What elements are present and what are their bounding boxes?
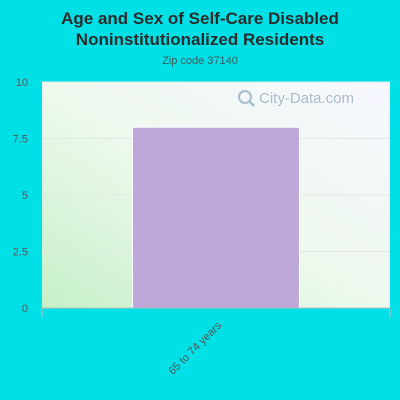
watermark-text: City-Data.com xyxy=(259,90,354,107)
search-icon xyxy=(238,90,255,107)
watermark: City-Data.com xyxy=(238,90,354,107)
y-tick-label: 7.5 xyxy=(13,134,28,146)
chart-subtitle: Zip code 37140 xyxy=(162,55,238,67)
chart-title: Age and Sex of Self-Care Disabled Nonins… xyxy=(61,9,339,49)
y-tick-label: 5 xyxy=(22,190,28,202)
x-tick-label: 65 to 74 years xyxy=(166,319,224,377)
bar[interactable] xyxy=(131,126,301,309)
y-tick-label: 2.5 xyxy=(13,247,28,259)
y-tick-label: 0 xyxy=(22,303,28,315)
y-tick-label: 10 xyxy=(16,77,28,89)
